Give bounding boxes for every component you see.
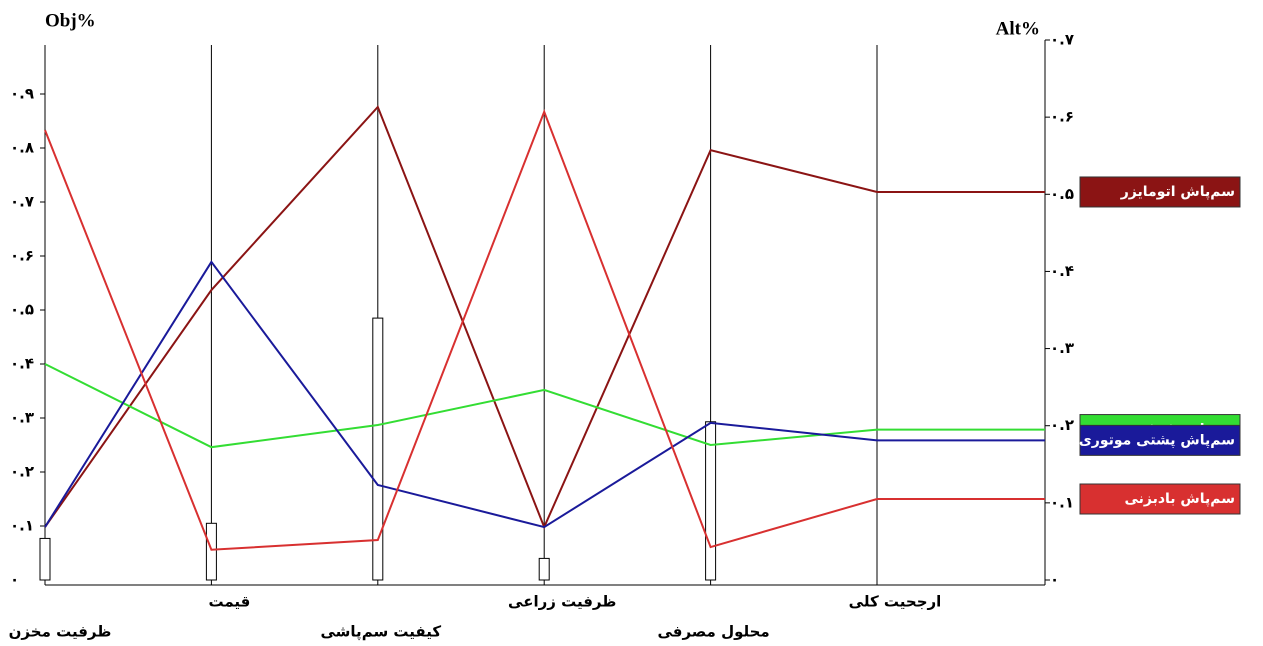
y-tick-label: ۰.۱ — [10, 517, 34, 535]
y2-tick-label: ۰.۲ — [1050, 416, 1074, 434]
y2-tick-label: ۰.۱ — [1050, 493, 1074, 511]
y-tick-label: ۰.۵ — [10, 301, 34, 319]
criterion-label: کیفیت سم‌پاشی — [321, 623, 442, 642]
criterion-label: ارجحیت کلی — [849, 593, 942, 611]
y-tick-label: ۰.۶ — [10, 247, 34, 265]
y2-tick-label: ۰ — [1050, 571, 1059, 589]
series-line — [44, 363, 1045, 449]
series-line — [44, 260, 1045, 529]
legend-label: سم‌پاش اتومایزر — [1120, 184, 1235, 200]
legend-box — [1079, 424, 1241, 456]
criterion-label: ظرفیت مخزن — [9, 623, 112, 641]
weight-bar — [538, 557, 550, 581]
y-tick-label: ۰.۲ — [10, 463, 34, 481]
weight-bar — [205, 522, 217, 581]
y2-tick-label: ۰.۵ — [1050, 185, 1074, 203]
weight-bar — [705, 421, 717, 581]
y-axis-label: Obj% — [45, 10, 96, 31]
legend-label: سم‌پاش بادبزنی — [1124, 491, 1235, 507]
y-tick-label: ۰.۳ — [10, 409, 34, 427]
y-tick-label: ۰.۹ — [10, 85, 34, 103]
weight-bar — [39, 537, 51, 581]
legend-box — [1079, 176, 1241, 208]
series-line — [44, 105, 1045, 530]
y2-tick-label: ۰.۶ — [1050, 108, 1074, 126]
criterion-label: محلول مصرفی — [657, 623, 769, 641]
weight-bar — [372, 317, 384, 581]
series-line — [44, 109, 1045, 551]
y-tick-label: ۰.۷ — [10, 193, 34, 211]
criterion-label: ظرفیت زراعی — [508, 593, 616, 611]
y-tick-label: ۰.۴ — [10, 355, 34, 373]
y-tick-label: ۰.۸ — [10, 139, 34, 157]
criterion-label: قیمت — [208, 593, 250, 611]
y2-tick-label: ۰.۷ — [1050, 31, 1074, 49]
y2-tick-label: ۰.۳ — [1050, 339, 1074, 357]
y2-tick-label: ۰.۴ — [1050, 262, 1074, 280]
legend-label: سم‌پاش پشتی موتوری — [1079, 432, 1235, 448]
y-tick-label: ۰ — [10, 571, 19, 589]
legend-box — [1079, 483, 1241, 515]
y2-axis-label: Alt% — [996, 18, 1040, 39]
